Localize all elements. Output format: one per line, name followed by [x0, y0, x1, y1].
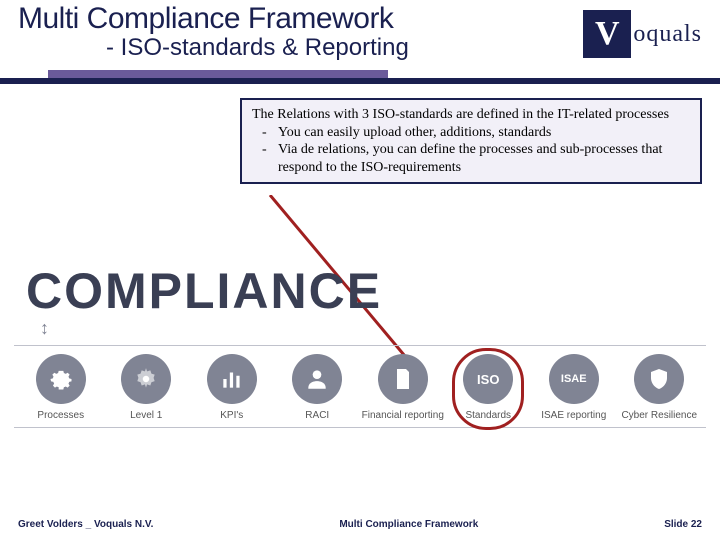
item-standards: ISO Standards	[446, 354, 532, 421]
label-processes: Processes	[37, 410, 84, 421]
item-isae: ISAE ISAE reporting	[531, 354, 617, 421]
title-area: Multi Compliance Framework - ISO-standar…	[18, 2, 409, 62]
title-accent-bar	[48, 70, 388, 78]
item-cyber: Cyber Resilience	[617, 354, 703, 421]
divider-bottom	[14, 427, 706, 428]
item-processes: Processes	[18, 354, 104, 421]
logo: V oquals	[583, 10, 702, 58]
item-financial: Financial reporting	[360, 354, 446, 421]
main-title: Multi Compliance Framework	[18, 2, 409, 36]
gears-icon	[36, 354, 86, 404]
footer-center: Multi Compliance Framework	[339, 519, 478, 530]
gear-icon	[121, 354, 171, 404]
divider-top	[14, 345, 706, 346]
sub-title: - ISO-standards & Reporting	[106, 34, 409, 62]
explanation-box: The Relations with 3 ISO-standards are d…	[240, 98, 702, 184]
label-raci: RACI	[305, 410, 329, 421]
compliance-graphic: COMPLIANCE ↕ Processes Level 1 KPI's	[14, 262, 706, 472]
label-cyber: Cyber Resilience	[621, 410, 697, 421]
footer-right: Slide 22	[664, 519, 702, 530]
iso-icon: ISO	[463, 354, 513, 404]
person-icon	[292, 354, 342, 404]
bullet-1: You can easily upload other, additions, …	[262, 124, 690, 142]
isae-icon: ISAE	[549, 354, 599, 404]
footer: Greet Volders _ Voquals N.V. Multi Compl…	[0, 519, 720, 530]
compliance-title: COMPLIANCE	[26, 262, 706, 320]
label-isae: ISAE reporting	[541, 410, 606, 421]
updown-arrow-icon: ↕	[40, 318, 706, 339]
item-level1: Level 1	[104, 354, 190, 421]
label-level1: Level 1	[130, 410, 162, 421]
label-kpis: KPI's	[220, 410, 243, 421]
explanation-bullets: You can easily upload other, additions, …	[262, 124, 690, 177]
label-financial: Financial reporting	[362, 410, 444, 421]
compliance-icons-row: Processes Level 1 KPI's RACI Financial r	[14, 354, 706, 421]
item-raci: RACI	[275, 354, 361, 421]
item-kpis: KPI's	[189, 354, 275, 421]
document-icon	[378, 354, 428, 404]
title-underline	[0, 78, 720, 84]
label-standards: Standards	[465, 410, 511, 421]
footer-left: Greet Volders _ Voquals N.V.	[18, 519, 153, 530]
bullet-2: Via de relations, you can define the pro…	[262, 141, 690, 176]
logo-letter: V	[583, 10, 631, 58]
bar-chart-icon	[207, 354, 257, 404]
shield-icon	[634, 354, 684, 404]
logo-text: oquals	[633, 21, 702, 48]
explanation-intro: The Relations with 3 ISO-standards are d…	[252, 106, 690, 124]
